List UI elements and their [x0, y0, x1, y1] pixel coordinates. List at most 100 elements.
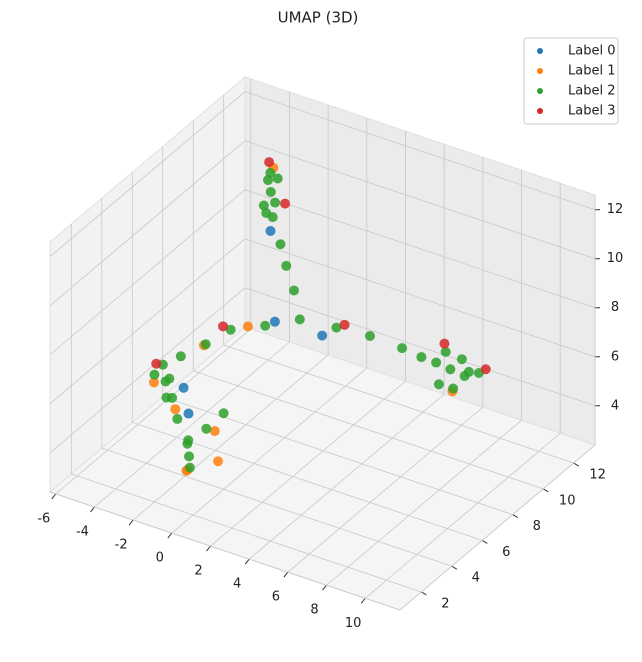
x-tick — [244, 558, 250, 565]
x-tick-label: -6 — [37, 511, 50, 526]
x-tick-label: 6 — [272, 590, 280, 605]
z-tick-label: 8 — [611, 300, 619, 315]
point — [218, 321, 229, 332]
grid-line — [94, 91, 290, 508]
point — [175, 351, 186, 362]
grid-line — [131, 172, 483, 541]
point — [448, 383, 459, 394]
point — [183, 408, 194, 419]
point — [439, 338, 450, 349]
y-tick-label: 8 — [533, 519, 541, 534]
point — [433, 379, 444, 390]
x-tick — [283, 571, 289, 578]
point — [151, 358, 162, 369]
point — [265, 186, 276, 197]
x-tick — [167, 532, 173, 539]
x-axis-line — [49, 491, 401, 611]
x-tick-label: 8 — [310, 603, 318, 618]
point — [281, 260, 292, 271]
z-tick-label: 4 — [611, 398, 619, 413]
point — [261, 207, 272, 218]
x-tick-label: 4 — [233, 577, 241, 592]
point — [225, 324, 236, 335]
point — [184, 462, 195, 473]
grid-line — [364, 183, 561, 599]
point — [263, 175, 274, 186]
legend-label: Label 1 — [568, 64, 615, 79]
x-tick-label: 10 — [345, 616, 362, 631]
point — [149, 369, 160, 380]
point — [172, 413, 183, 424]
point — [294, 314, 305, 325]
point — [178, 382, 189, 393]
grid-line — [49, 91, 596, 258]
grid-line — [70, 223, 422, 593]
legend-marker — [537, 108, 543, 114]
legend-marker — [537, 48, 543, 54]
grid-line — [49, 189, 596, 356]
point — [463, 366, 474, 377]
x-tick — [206, 545, 211, 552]
grid-line — [49, 287, 596, 454]
x-tick — [51, 493, 57, 500]
point — [280, 198, 291, 209]
point — [275, 239, 286, 250]
y-tick-label: 4 — [472, 571, 480, 586]
x-tick-label: 2 — [194, 564, 202, 579]
x-tick — [360, 597, 366, 604]
x-tick — [322, 584, 327, 591]
point — [182, 438, 193, 449]
point — [201, 423, 212, 434]
grid-line — [210, 131, 406, 547]
grid-line — [223, 95, 574, 464]
point — [416, 352, 427, 363]
point — [270, 197, 281, 208]
point — [184, 451, 195, 462]
point — [331, 322, 342, 333]
point — [440, 346, 451, 357]
x-tick-label: 0 — [156, 551, 164, 566]
point — [260, 320, 271, 331]
x-tick-label: -2 — [115, 538, 128, 553]
point — [339, 319, 350, 330]
grid-line — [248, 144, 445, 560]
point — [170, 404, 181, 415]
y-tick-label: 12 — [589, 468, 606, 483]
point — [397, 343, 408, 354]
y-tick-label: 6 — [502, 545, 510, 560]
x-tick-label: -4 — [76, 524, 89, 539]
point — [213, 456, 224, 467]
y-tick — [482, 539, 488, 544]
z-tick-label: 10 — [607, 251, 624, 266]
legend-box — [523, 37, 619, 125]
grid-line — [49, 238, 596, 405]
y-tick — [573, 462, 579, 467]
grid-line — [326, 170, 522, 586]
point — [445, 364, 456, 375]
grid-line — [49, 140, 596, 307]
grid-line — [171, 118, 368, 534]
y-tick — [451, 565, 458, 570]
point — [200, 339, 211, 350]
point — [431, 357, 442, 368]
x-tick — [90, 506, 95, 513]
grid-line — [132, 105, 329, 521]
point — [364, 330, 375, 341]
point — [209, 426, 220, 437]
y-tick — [421, 591, 427, 596]
point — [242, 321, 253, 332]
grid-line — [101, 198, 452, 567]
point — [149, 377, 160, 388]
point — [264, 157, 275, 168]
y-tick-label: 2 — [441, 596, 449, 611]
legend: Label 0 Label 1 Label 2 Label 3 — [523, 37, 619, 125]
y-tick — [512, 514, 518, 519]
point — [218, 408, 229, 419]
y-tick-label: 10 — [559, 493, 576, 508]
legend-marker — [537, 68, 543, 74]
z-tick-label: 6 — [611, 349, 619, 364]
legend-label: Label 2 — [568, 84, 615, 99]
y-axis-line — [399, 444, 596, 611]
